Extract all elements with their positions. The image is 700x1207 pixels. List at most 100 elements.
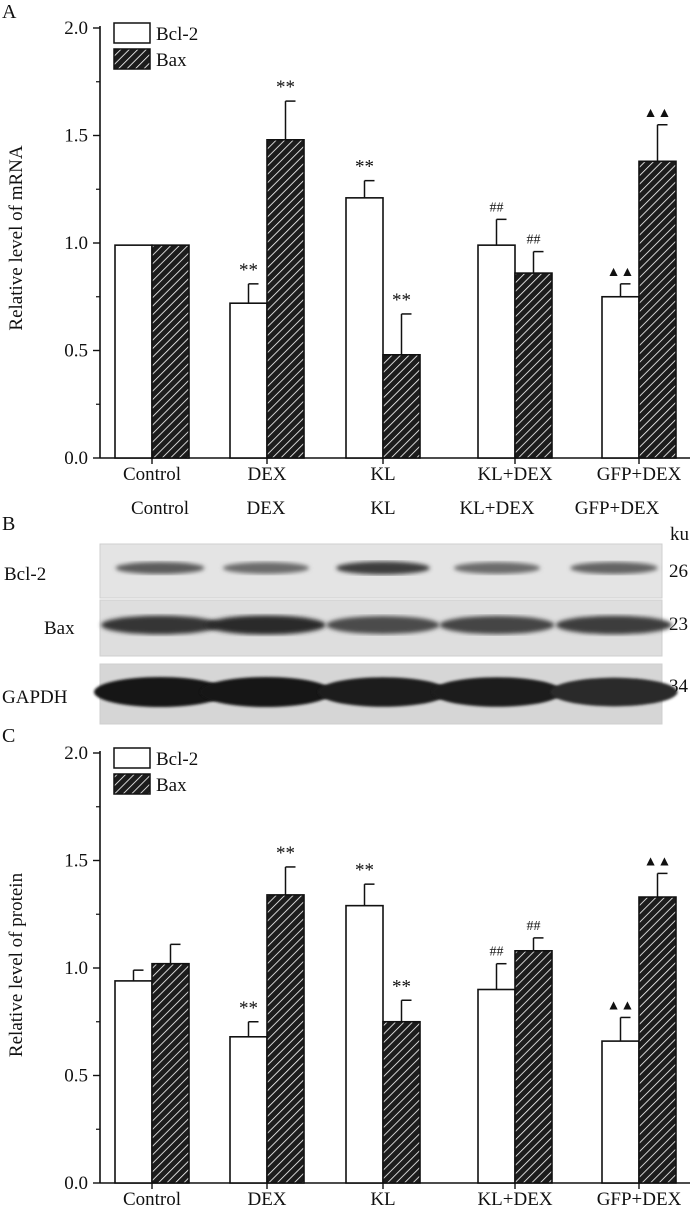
- lane-label-dex: DEX: [246, 498, 285, 519]
- blot-band-bax: [439, 615, 555, 635]
- y-tick-label: 0.5: [64, 341, 88, 362]
- panel-a-chart: 0.0 0.5 1.0 1.5 2.0 Control DEX ** ** KL ** ** KL+DE…: [64, 18, 690, 485]
- legend-swatch-bcl2: [113, 22, 151, 44]
- bar-bax: [151, 244, 190, 459]
- blot-band-bcl2: [453, 562, 541, 574]
- panel-c-legend: Bcl-2 Bax: [113, 747, 198, 796]
- bar-bax: [382, 353, 421, 459]
- blot-band-gapdh: [200, 677, 332, 707]
- y-tick-label: 1.5: [64, 126, 88, 147]
- panel-c-chart: 0.0 0.5 1.0 1.5 2.0 Control DEX ** ** KL ** ** KL+DE…: [64, 743, 690, 1207]
- x-tick-label: DEX: [247, 464, 286, 485]
- lane-label-kl-dex: KL+DEX: [459, 498, 534, 519]
- bar-bcl2: [601, 295, 640, 459]
- significance-mark: ##: [490, 945, 504, 960]
- bar-bcl2: [345, 904, 384, 1184]
- significance-mark: ##: [527, 919, 541, 934]
- bar-bcl2: [477, 988, 516, 1184]
- significance-mark: **: [392, 290, 411, 311]
- panel-a-ylabel-group: Relative level of mRNA: [6, 145, 27, 330]
- legend-label-bax: Bax: [156, 50, 187, 71]
- x-tick-label: GFP+DEX: [597, 464, 682, 485]
- bar-bcl2: [229, 302, 268, 459]
- x-tick-label: Control: [123, 1189, 181, 1207]
- y-tick-label: 0.0: [64, 1173, 88, 1194]
- significance-mark: **: [392, 976, 411, 997]
- bar-bcl2: [114, 244, 153, 459]
- bar-bcl2: [345, 197, 384, 459]
- panel-b-letter: B: [2, 513, 15, 535]
- blot-band-gapdh: [94, 677, 226, 707]
- blot-band-bax: [326, 616, 440, 634]
- x-tick-label: KL: [370, 1189, 395, 1207]
- blot-row-label-gapdh: GAPDH: [2, 687, 68, 708]
- significance-mark: **: [276, 77, 295, 98]
- legend-label-bcl2: Bcl-2: [156, 24, 198, 45]
- significance-mark: ##: [527, 233, 541, 248]
- lane-label-control: Control: [131, 498, 189, 519]
- bar-bcl2: [601, 1040, 640, 1184]
- x-tick-label: KL: [370, 464, 395, 485]
- lane-label-gfp-dex: GFP+DEX: [575, 498, 660, 519]
- legend-swatch-bcl2: [113, 747, 151, 769]
- significance-mark: ▲▲: [607, 265, 635, 280]
- bar-bax: [266, 894, 305, 1184]
- bar-bcl2: [229, 1036, 268, 1184]
- bar-bcl2: [477, 244, 516, 459]
- x-tick-label: KL+DEX: [477, 464, 552, 485]
- blot-band-bcl2: [222, 562, 310, 574]
- y-tick-label: 1.5: [64, 851, 88, 872]
- x-tick-label: KL+DEX: [477, 1189, 552, 1207]
- bar-bax: [514, 272, 553, 459]
- blot-band-gapdh: [550, 677, 678, 707]
- legend-swatch-bax: [113, 48, 151, 70]
- significance-mark: **: [239, 998, 258, 1019]
- significance-mark: ▲▲: [644, 106, 672, 121]
- blot-band-bcl2: [336, 561, 430, 575]
- panel-a-letter: A: [2, 1, 17, 23]
- x-tick-label: GFP+DEX: [597, 1189, 682, 1207]
- panel-c-letter: C: [2, 725, 15, 747]
- y-tick-label: 2.0: [64, 743, 88, 764]
- blot-band-bcl2: [115, 561, 205, 575]
- blot-size-bax: 23: [669, 614, 688, 635]
- legend-label-bax: Bax: [156, 775, 187, 796]
- bar-bax: [638, 896, 677, 1184]
- significance-mark: ##: [490, 200, 504, 215]
- significance-mark: ▲▲: [607, 998, 635, 1013]
- significance-mark: ▲▲: [644, 854, 672, 869]
- blot-band-gapdh: [431, 677, 563, 707]
- bar-bax: [151, 962, 190, 1184]
- blot-size-bcl2: 26: [669, 561, 688, 582]
- significance-mark: **: [239, 260, 258, 281]
- y-tick-label: 0.0: [64, 448, 88, 469]
- panel-c-ylabel: Relative level of protein: [6, 872, 27, 1057]
- y-tick-label: 2.0: [64, 18, 88, 39]
- y-tick-label: 0.5: [64, 1066, 88, 1087]
- bar-bcl2: [114, 980, 153, 1184]
- blot-band-bax: [555, 615, 673, 635]
- panel-a-ylabel: Relative level of mRNA: [6, 145, 27, 330]
- x-tick-label: DEX: [247, 1189, 286, 1207]
- blot-band-gapdh: [317, 677, 449, 707]
- legend-label-bcl2: Bcl-2: [156, 749, 198, 770]
- blot-band-bcl2: [570, 562, 658, 574]
- panel-c: C Relative level of protein 0.0 0.5 1.0 1.5…: [2, 725, 690, 1207]
- y-tick-label: 1.0: [64, 958, 88, 979]
- size-unit-label: ku: [670, 524, 690, 545]
- bar-bax: [382, 1020, 421, 1184]
- panel-c-ylabel-group: Relative level of protein: [6, 872, 27, 1057]
- blot-band-bax: [101, 615, 219, 635]
- bar-bax: [638, 160, 677, 459]
- legend-swatch-bax: [113, 773, 151, 795]
- blot-bands: [94, 561, 678, 707]
- bar-bax: [514, 949, 553, 1184]
- blot-row-label-bcl2: Bcl-2: [4, 564, 46, 585]
- lane-label-kl: KL: [370, 498, 395, 519]
- significance-mark: **: [355, 860, 374, 881]
- y-tick-label: 1.0: [64, 233, 88, 254]
- blot-band-bax: [206, 615, 326, 635]
- panel-b: B Control DEX KL KL+DEX GFP+DEX ku Bcl-2…: [2, 498, 690, 725]
- x-tick-label: Control: [123, 464, 181, 485]
